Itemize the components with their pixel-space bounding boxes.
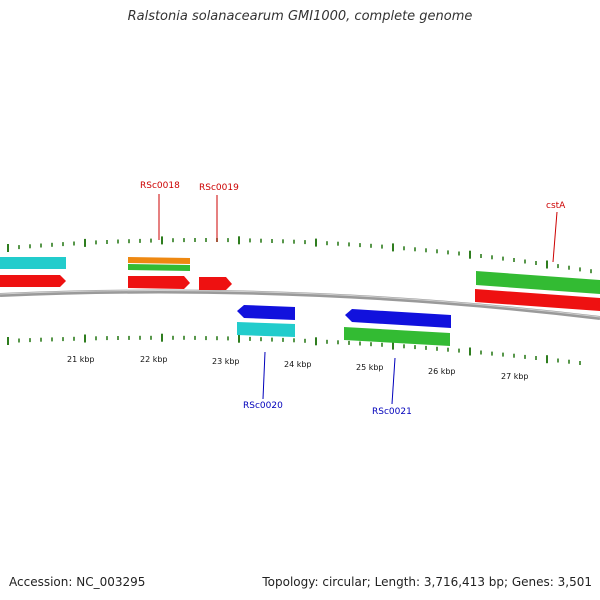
gene-arrow-blue-rsc0020[interactable] [237, 305, 295, 320]
genome-backbone [0, 289, 600, 320]
scale-label-25kbp: 25 kbp [356, 363, 384, 372]
gene-label-rsc0020[interactable]: RSc0020 [243, 401, 283, 411]
genome-summary-text: Topology: circular; Length: 3,716,413 bp… [262, 575, 592, 589]
gene-arrow-green-csta[interactable] [476, 271, 600, 294]
accession-text: Accession: NC_003295 [9, 575, 146, 589]
scale-label-22kbp: 22 kbp [140, 355, 168, 364]
forward-features [0, 257, 600, 311]
scale-label-21kbp: 21 kbp [67, 355, 95, 364]
reverse-features [237, 305, 451, 346]
gene-arrow-cyan-left[interactable] [0, 257, 66, 269]
gene-label-rsc0021[interactable]: RSc0021 [372, 407, 412, 417]
scale-label-24kbp: 24 kbp [284, 360, 312, 369]
genome-backbone-highlight [0, 290, 600, 318]
gene-arrow-blue-rsc0021[interactable] [345, 309, 451, 328]
leader-csta [552, 211, 558, 263]
gene-arrow-cyan-rsc0020[interactable] [237, 322, 295, 337]
inner-tick-row [7, 333, 581, 365]
gene-label-rsc0019[interactable]: RSc0019 [199, 183, 239, 193]
leader-rsc0020 [262, 351, 266, 400]
label-leaders [158, 194, 558, 405]
gene-label-rsc0018[interactable]: RSc0018 [140, 181, 180, 191]
scale-label-26kbp: 26 kbp [428, 367, 456, 376]
scale-label-23kbp: 23 kbp [212, 357, 240, 366]
scale-label-27kbp: 27 kbp [501, 372, 529, 381]
gene-label-csta[interactable]: cstA [546, 201, 566, 211]
gene-arrow-red-rsc0019[interactable] [199, 277, 232, 290]
gene-arrow-red-left[interactable] [0, 275, 66, 287]
outer-tick-row [7, 236, 592, 274]
gene-arrow-red-csta[interactable] [475, 289, 600, 311]
leader-rsc0021 [391, 357, 396, 405]
map-title: Ralstonia solanacearum GMI1000, complete… [127, 9, 473, 24]
gene-arrow-red-rsc0018[interactable] [128, 276, 190, 289]
gene-arrow-green-rsc0018[interactable] [128, 264, 190, 271]
gene-arrow-green-rsc0021[interactable] [344, 327, 450, 346]
gene-arrow-orange-rsc0018[interactable] [128, 257, 190, 264]
